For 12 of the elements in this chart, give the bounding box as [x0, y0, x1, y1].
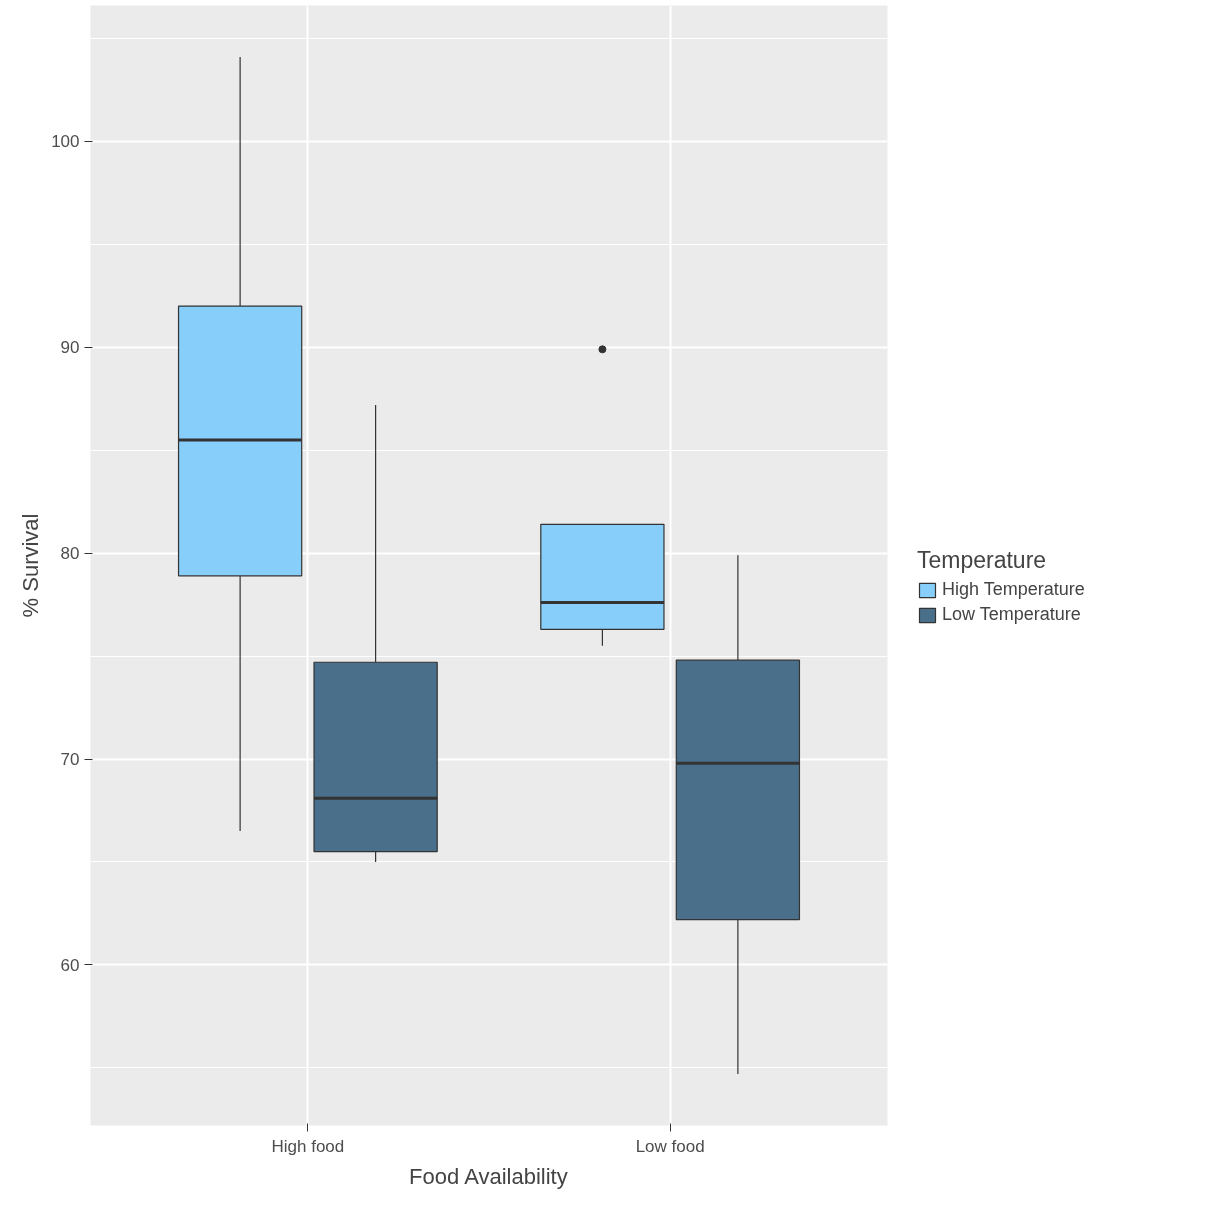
y-axis-title: % Survival: [18, 513, 44, 618]
legend-title: Temperature: [917, 547, 1048, 574]
y-tick-label: 100: [51, 132, 80, 152]
y-tick-label: 90: [60, 338, 80, 358]
legend-label: Low Temperature: [942, 604, 1081, 625]
y-tick-label: 80: [60, 544, 80, 564]
legend-label: High Temperature: [942, 579, 1085, 600]
x-axis-title: Food Availability: [409, 1163, 568, 1189]
y-tick-label: 70: [60, 750, 80, 770]
x-tick-label: High food: [271, 1136, 345, 1156]
x-tick-label: Low food: [635, 1136, 705, 1156]
y-tick-label: 60: [60, 955, 80, 975]
